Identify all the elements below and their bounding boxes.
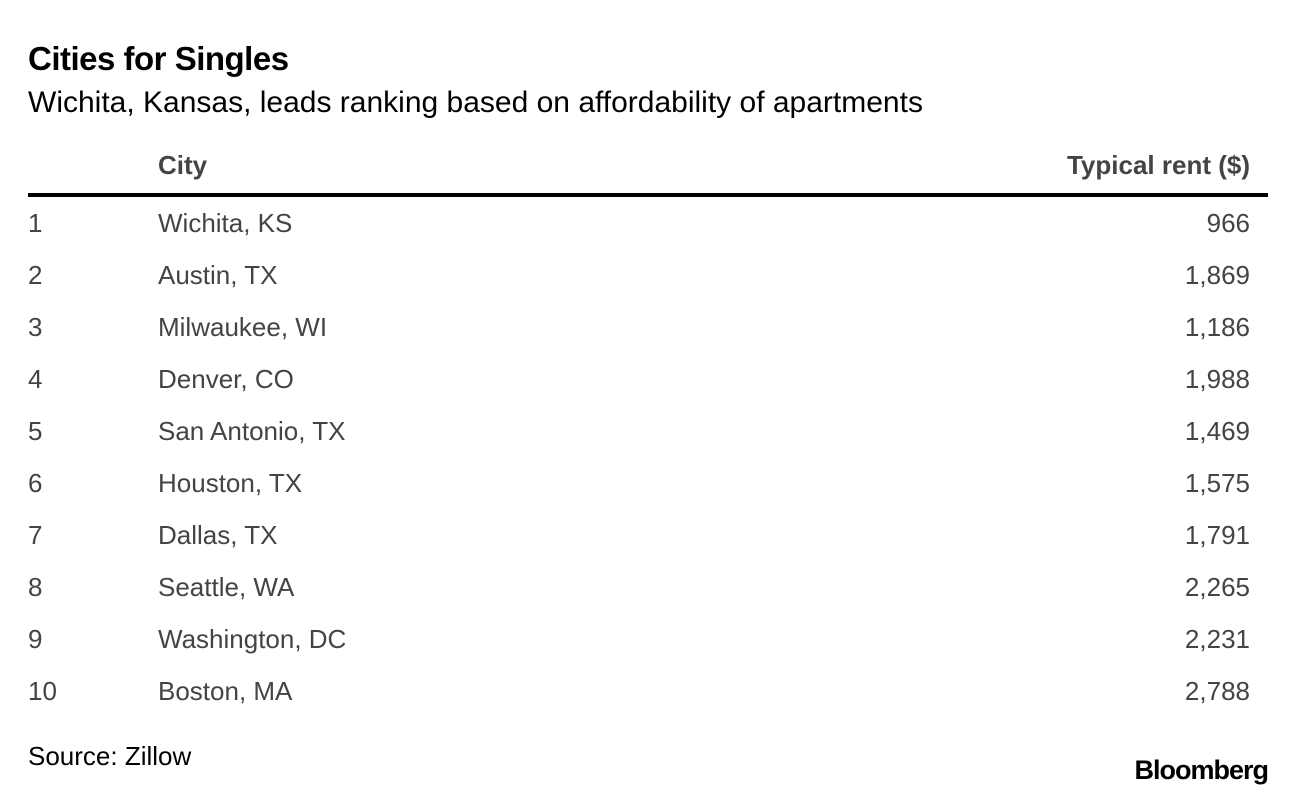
rent-cell: 1,575 — [1184, 468, 1250, 498]
rent-cell: 1,469 — [1184, 416, 1250, 446]
city-cell: Austin, TX — [158, 260, 278, 290]
table-row: 10 Boston, MA 2,788 — [28, 668, 1250, 720]
header-rule — [28, 193, 1268, 197]
table-row: 2 Austin, TX 1,869 — [28, 252, 1250, 304]
city-cell: Houston, TX — [158, 468, 303, 498]
rank-cell: 4 — [28, 364, 43, 394]
table-row: 9 Washington, DC 2,231 — [28, 616, 1250, 668]
city-cell: Denver, CO — [158, 364, 294, 394]
city-cell: Wichita, KS — [158, 208, 293, 238]
column-header-city: City — [158, 150, 208, 180]
rent-cell: 966 — [1206, 208, 1250, 238]
rank-cell: 6 — [28, 468, 43, 498]
rank-cell: 5 — [28, 416, 43, 446]
city-cell: Boston, MA — [158, 676, 293, 706]
city-cell: Seattle, WA — [158, 572, 295, 602]
rank-cell: 2 — [28, 260, 43, 290]
rent-cell: 1,791 — [1184, 520, 1250, 550]
rent-cell: 2,788 — [1184, 676, 1250, 706]
table-row: 4 Denver, CO 1,988 — [28, 356, 1250, 408]
chart-subtitle: Wichita, Kansas, leads ranking based on … — [28, 86, 923, 119]
rank-cell: 9 — [28, 624, 43, 654]
city-cell: Washington, DC — [158, 624, 347, 654]
column-header-rent: Typical rent ($) — [1066, 150, 1250, 180]
rent-cell: 1,988 — [1184, 364, 1250, 394]
bloomberg-logo: Bloomberg — [1134, 755, 1269, 785]
rent-cell: 1,869 — [1184, 260, 1250, 290]
table-row: 5 San Antonio, TX 1,469 — [28, 408, 1250, 460]
rank-cell: 1 — [28, 208, 43, 238]
rent-cell: 1,186 — [1184, 312, 1250, 342]
city-cell: Milwaukee, WI — [158, 312, 328, 342]
source-note: Source: Zillow — [28, 741, 192, 771]
rank-cell: 3 — [28, 312, 43, 342]
rank-cell: 7 — [28, 520, 43, 550]
city-cell: San Antonio, TX — [158, 416, 346, 446]
table-row: 1 Wichita, KS 966 — [28, 200, 1250, 252]
rank-cell: 10 — [28, 676, 57, 706]
table-row: 8 Seattle, WA 2,265 — [28, 564, 1250, 616]
rent-cell: 2,231 — [1184, 624, 1250, 654]
rent-cell: 2,265 — [1184, 572, 1250, 602]
city-cell: Dallas, TX — [158, 520, 278, 550]
rank-cell: 8 — [28, 572, 43, 602]
table-row: 6 Houston, TX 1,575 — [28, 460, 1250, 512]
chart-title: Cities for Singles — [28, 40, 289, 77]
table-row: 3 Milwaukee, WI 1,186 — [28, 304, 1250, 356]
table-row: 7 Dallas, TX 1,791 — [28, 512, 1250, 564]
